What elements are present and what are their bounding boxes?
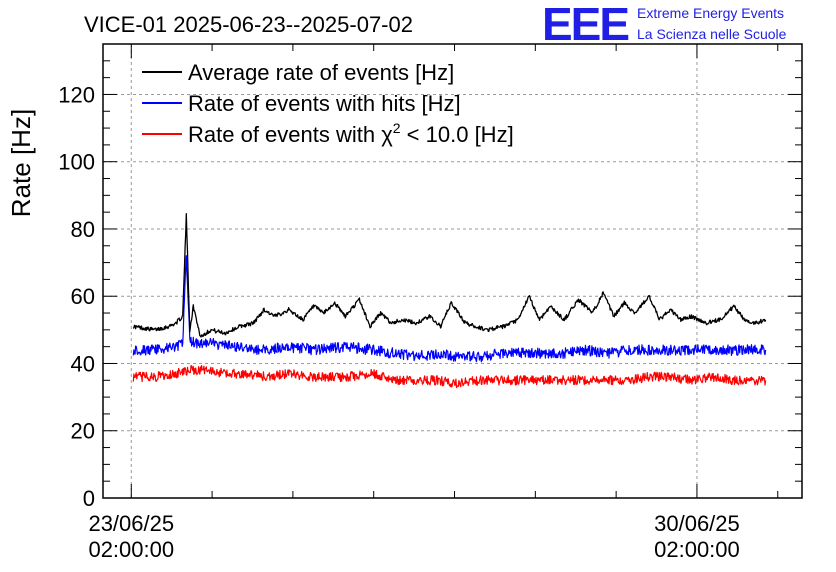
plot-frame <box>102 43 803 499</box>
eee-logo-line1: Extreme Energy Events <box>637 5 784 21</box>
axis-ticks <box>103 43 802 499</box>
series-hits-rate <box>132 255 767 363</box>
y-tick-label: 80 <box>71 217 95 242</box>
y-tick-label: 40 <box>71 351 95 376</box>
y-tick-labels: 0 20 40 60 80 100 120 <box>58 82 95 511</box>
y-tick-label: 60 <box>71 284 95 309</box>
chart-title: VICE-01 2025-06-23--2025-07-02 <box>84 12 413 37</box>
y-tick-label: 120 <box>58 82 95 107</box>
x-tick-label-date: 23/06/25 <box>88 511 174 536</box>
series-layer <box>132 212 767 389</box>
y-axis-title: Rate [Hz] <box>6 109 36 217</box>
grid <box>103 44 802 498</box>
legend-label-average: Average rate of events [Hz] <box>188 60 454 85</box>
eee-logo: EEE Extreme Energy Events La Scienza nel… <box>542 0 787 50</box>
legend-label-chi2: Rate of events with χ2 < 10.0 [Hz] <box>188 120 514 147</box>
legend-label-hits: Rate of events with hits [Hz] <box>188 91 461 116</box>
x-tick-label-time: 02:00:00 <box>654 537 740 562</box>
y-tick-label: 20 <box>71 419 95 444</box>
x-tick-label-time: 02:00:00 <box>88 537 174 562</box>
x-tick-label-date: 30/06/25 <box>654 511 740 536</box>
y-tick-label: 0 <box>83 486 95 511</box>
y-tick-label: 100 <box>58 150 95 175</box>
eee-logo-mark: EEE <box>542 0 628 50</box>
series-chi2-rate <box>132 365 767 389</box>
series-average-rate <box>132 212 767 338</box>
legend: Average rate of events [Hz] Rate of even… <box>142 60 514 147</box>
eee-logo-line2: La Scienza nelle Scuole <box>637 26 787 42</box>
